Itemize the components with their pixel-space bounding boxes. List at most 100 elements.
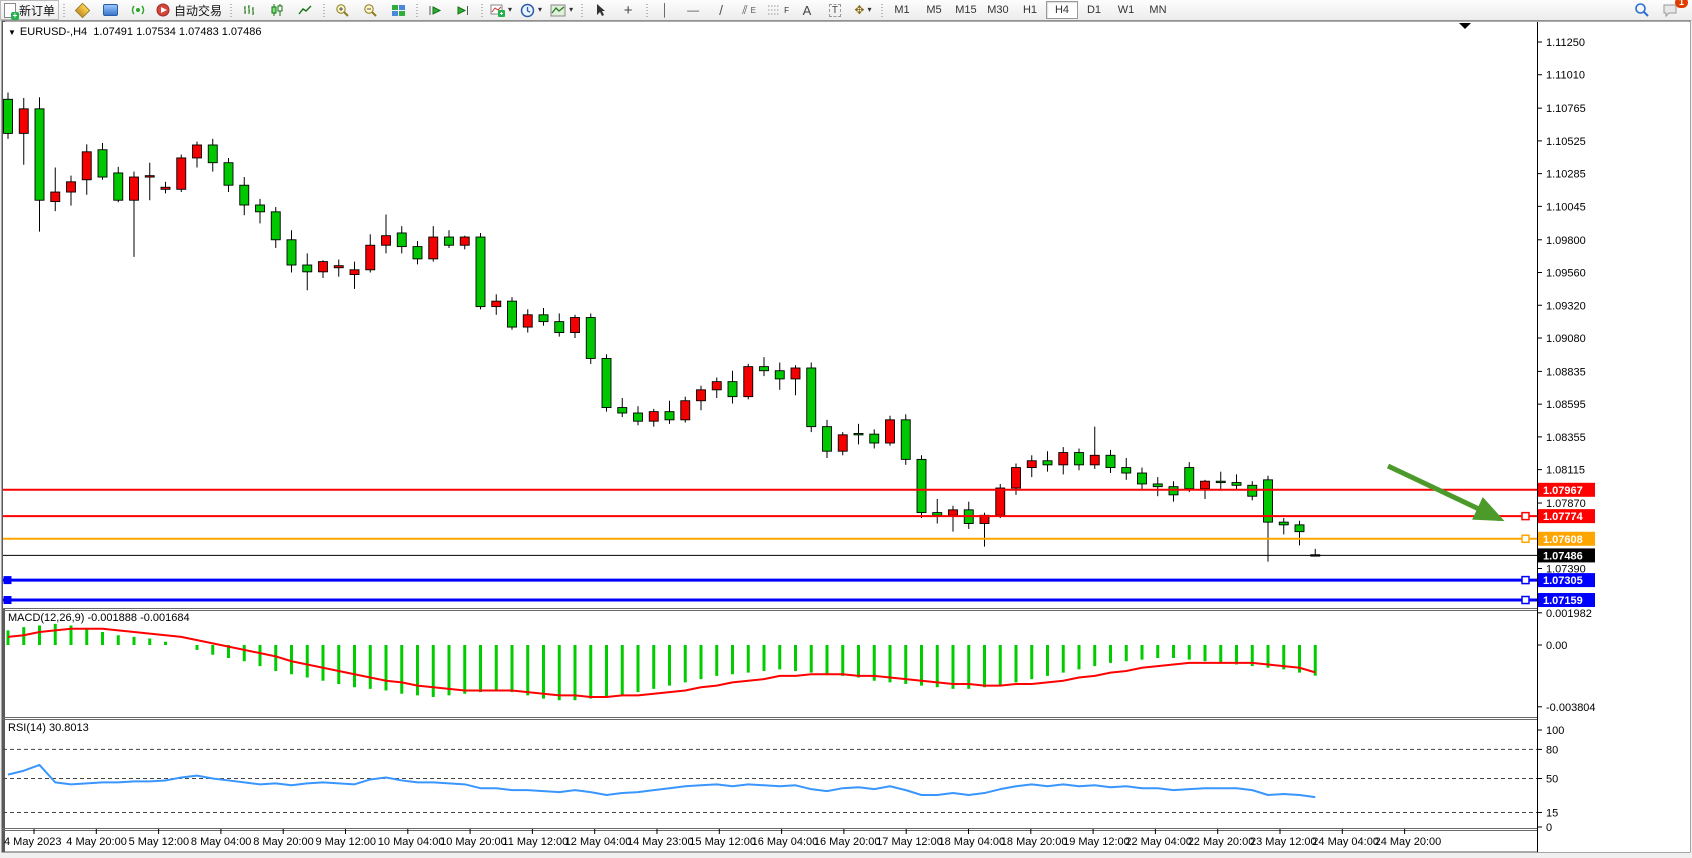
tile-windows-button[interactable] xyxy=(384,0,412,20)
price-line-label-box xyxy=(1538,509,1595,524)
line-handle[interactable] xyxy=(1521,595,1530,605)
time-axis-area[interactable] xyxy=(3,831,1537,851)
trend-arrow[interactable] xyxy=(1386,463,1505,522)
candle xyxy=(1294,524,1305,533)
time-axis-label: 22 May 04:00 xyxy=(1125,836,1192,848)
autotrading-button[interactable]: 自动交易 xyxy=(152,0,226,20)
auto-scroll-button[interactable] xyxy=(421,0,449,20)
equidistant-channel-button[interactable]: ⫽ E xyxy=(735,0,763,20)
time-axis-label: 12 May 04:00 xyxy=(565,836,632,848)
community-button[interactable] xyxy=(96,0,124,20)
vertical-line-icon: │ xyxy=(661,3,669,17)
crosshair-button[interactable]: + xyxy=(614,0,642,20)
indicators-button[interactable]: ▾ xyxy=(486,0,516,20)
candle xyxy=(585,317,596,359)
candle xyxy=(916,458,927,514)
zoom-out-icon xyxy=(363,3,378,18)
timeframe-m1-button[interactable]: M1 xyxy=(894,4,910,16)
candle xyxy=(633,412,643,422)
arrows-caret-icon: ▾ xyxy=(867,5,872,14)
chart-collapse-icon[interactable]: ▼ xyxy=(8,28,16,37)
candle xyxy=(1184,467,1195,490)
chart-shift-button[interactable] xyxy=(449,0,477,20)
periods-button[interactable]: ▾ xyxy=(516,0,546,20)
line-handle[interactable] xyxy=(1521,575,1530,585)
candle xyxy=(192,144,202,159)
candle xyxy=(948,509,958,516)
search-button[interactable] xyxy=(1628,0,1656,20)
timeframe-m5-button[interactable]: M5 xyxy=(926,4,942,16)
price-axis-area[interactable] xyxy=(1538,22,1690,852)
toolbar-separator xyxy=(60,2,68,18)
cursor-button[interactable] xyxy=(586,0,614,20)
rsi-axis-label: 50 xyxy=(1546,774,1558,786)
candle xyxy=(1137,472,1147,485)
timeframe-mn-button[interactable]: MN xyxy=(1149,4,1167,16)
timeframe-m15-button[interactable]: M15 xyxy=(955,4,977,16)
candle xyxy=(412,246,423,260)
time-axis-label: 9 May 12:00 xyxy=(316,836,377,848)
time-axis-label: 24 May 04:00 xyxy=(1312,836,1379,848)
price-tick-label: 1.07870 xyxy=(1546,498,1586,510)
price-line-label: 1.07159 xyxy=(1543,595,1583,607)
line-handle[interactable] xyxy=(3,596,12,605)
monitor-icon xyxy=(102,4,118,16)
candle xyxy=(270,211,281,241)
timeframe-h1-button[interactable]: H1 xyxy=(1022,4,1037,16)
line-handle[interactable] xyxy=(1521,511,1530,521)
candle xyxy=(1263,479,1273,523)
trendline-button[interactable]: / xyxy=(707,0,735,20)
price-line-label: 1.07305 xyxy=(1543,575,1583,587)
candle xyxy=(617,407,628,414)
line-chart-button[interactable] xyxy=(291,0,319,20)
macd-signal-line xyxy=(7,627,1316,698)
zoom-in-button[interactable] xyxy=(328,0,356,20)
metaeditor-button[interactable] xyxy=(68,0,96,20)
zoom-out-button[interactable] xyxy=(356,0,384,20)
templates-button[interactable]: ▾ xyxy=(546,0,577,20)
toolbar-separator xyxy=(320,2,328,18)
candle xyxy=(129,176,139,201)
price-tick-label: 1.11250 xyxy=(1546,37,1585,49)
line-handle[interactable] xyxy=(1521,534,1530,544)
candle xyxy=(444,236,454,246)
time-axis-label: 22 May 20:00 xyxy=(1188,836,1255,848)
candle xyxy=(302,264,313,273)
candle xyxy=(932,512,943,516)
fibonacci-button[interactable]: F xyxy=(763,0,793,20)
arrows-button[interactable]: ✥ ▾ xyxy=(849,0,877,20)
signals-icon xyxy=(131,3,145,17)
timeframe-d1-button[interactable]: D1 xyxy=(1086,4,1101,16)
new-order-button[interactable]: + 新订单 xyxy=(0,0,60,20)
time-axis-label: 5 May 12:00 xyxy=(129,836,190,848)
bar-position-marker[interactable] xyxy=(1459,23,1471,29)
toolbar-separator xyxy=(643,2,651,18)
candle xyxy=(333,265,344,269)
text-button[interactable]: A xyxy=(793,0,821,20)
vertical-line-button[interactable]: │ xyxy=(651,0,679,20)
timeframe-w1-button[interactable]: W1 xyxy=(1117,4,1135,16)
candle xyxy=(680,400,691,421)
chart-plot-area[interactable] xyxy=(3,22,1537,608)
candle xyxy=(538,314,549,323)
time-axis-label: 15 May 12:00 xyxy=(689,836,756,848)
rsi-indicator-label: RSI(14) 30.8013 xyxy=(8,722,89,734)
candle xyxy=(144,175,155,178)
periods-caret-icon: ▾ xyxy=(538,5,543,14)
notifications-button[interactable]: 1 xyxy=(1656,0,1688,20)
channel-e-glyph: E xyxy=(750,5,756,15)
candle xyxy=(113,172,124,201)
signals-button[interactable] xyxy=(124,0,152,20)
time-axis-label: 11 May 12:00 xyxy=(502,836,568,848)
chart-window: ▼ EURUSD-,H4 1.07491 1.07534 1.07483 1.07… xyxy=(0,20,1692,853)
text-label-button[interactable]: T xyxy=(821,0,849,20)
horizontal-line-button[interactable]: — xyxy=(679,0,707,20)
price-tick-label: 1.09560 xyxy=(1546,268,1586,280)
price-line-label-box xyxy=(1538,573,1595,588)
candlestick-chart-button[interactable] xyxy=(263,0,291,20)
timeframe-m30-button[interactable]: M30 xyxy=(987,4,1009,16)
timeframe-h4-button[interactable]: H4 xyxy=(1045,1,1078,19)
candle xyxy=(995,487,1006,516)
bar-chart-button[interactable] xyxy=(235,0,263,20)
line-handle[interactable] xyxy=(3,576,12,585)
